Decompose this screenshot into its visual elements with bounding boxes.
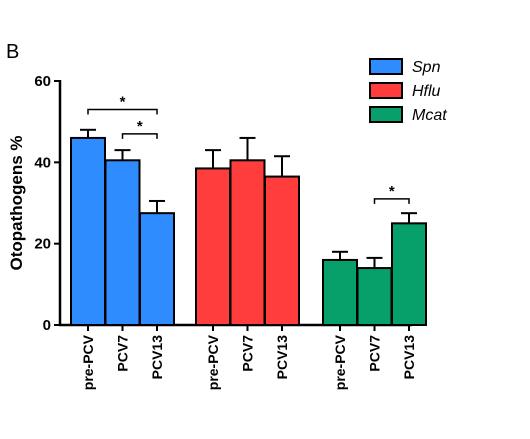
significance-star: * [389,183,395,200]
legend-label: Hflu [412,83,441,100]
bar [356,267,393,327]
x-tick-label: pre-PCV [332,334,348,390]
panel-label: B [6,41,19,63]
legend-swatch [369,58,403,75]
significance-bracket [87,108,158,115]
bar [195,167,231,326]
bars: pre-PCV PCV7 PCV13 pre-PCV PCV7 PCV13 pre-PCV P… [70,128,427,390]
y-axis-label: Otopathogens % [7,135,26,270]
bar [391,222,427,326]
y-tick-label: 40 [34,154,51,171]
x-tick-label: pre-PCV [205,334,221,390]
x-tick-label: PCV13 [274,335,290,380]
bar [264,175,300,326]
legend-swatch [369,106,403,123]
significance-star: * [120,93,126,110]
x-tick-label: PCV7 [115,335,131,372]
bar [70,136,106,326]
y-tick-label: 60 [34,73,51,90]
significance-bracket [373,198,410,204]
bar [139,212,175,327]
bar [104,159,141,326]
legend-label: Spn [412,59,441,76]
y-tick-label: 0 [43,317,51,334]
bar [229,159,266,326]
legend: Spn Hflu Mcat [369,58,447,124]
x-tick-label: PCV7 [240,335,256,372]
significance-star: * [137,118,143,135]
x-tick-label: PCV13 [149,335,165,380]
legend-label: Mcat [412,107,447,124]
x-tick-label: PCV13 [401,335,417,380]
x-tick-label: PCV7 [367,335,383,372]
significance-bracket [121,133,158,139]
legend-swatch [369,82,403,99]
x-tick-label: pre-PCV [80,334,96,390]
y-tick-label: 20 [34,236,51,253]
bar [322,258,358,326]
significance-brackets: * * * [87,93,410,204]
